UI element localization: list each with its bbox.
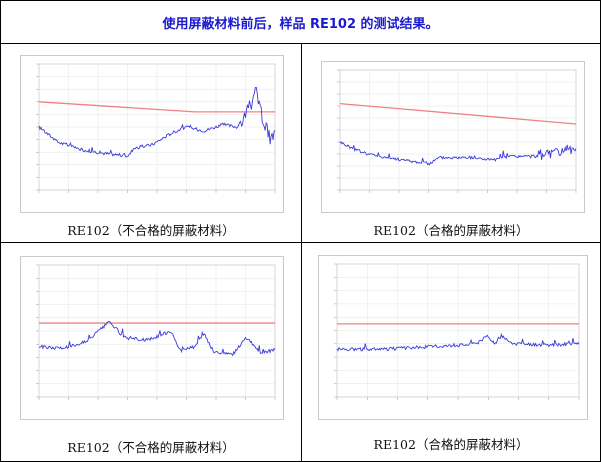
table-title: 使用屏蔽材料前后，样品 RE102 的测试结果。 — [162, 16, 439, 32]
caption-1: RE102（不合格的屏蔽材料） — [67, 223, 235, 238]
chart-2-plot — [337, 69, 577, 193]
chart-4-plot — [334, 263, 580, 400]
chart-3-plot — [36, 264, 276, 400]
measurement-trace — [336, 332, 580, 352]
measurement-trace — [38, 320, 276, 357]
chart-3 — [20, 256, 284, 420]
row-divider — [1, 242, 600, 243]
chart-1 — [20, 55, 284, 213]
limit-line — [339, 102, 577, 125]
caption-3: RE102（不合格的屏蔽材料） — [67, 440, 235, 455]
caption-4: RE102（合格的屏蔽材料） — [373, 437, 529, 452]
limit-line — [38, 101, 275, 113]
chart-2 — [321, 61, 585, 213]
column-divider — [301, 44, 302, 461]
caption-2: RE102（合格的屏蔽材料） — [373, 223, 529, 238]
measurement-trace — [339, 140, 577, 166]
title-row: 使用屏蔽材料前后，样品 RE102 的测试结果。 — [1, 1, 600, 44]
chart-4 — [318, 255, 588, 420]
measurement-trace — [38, 87, 276, 158]
chart-1-plot — [36, 63, 276, 193]
